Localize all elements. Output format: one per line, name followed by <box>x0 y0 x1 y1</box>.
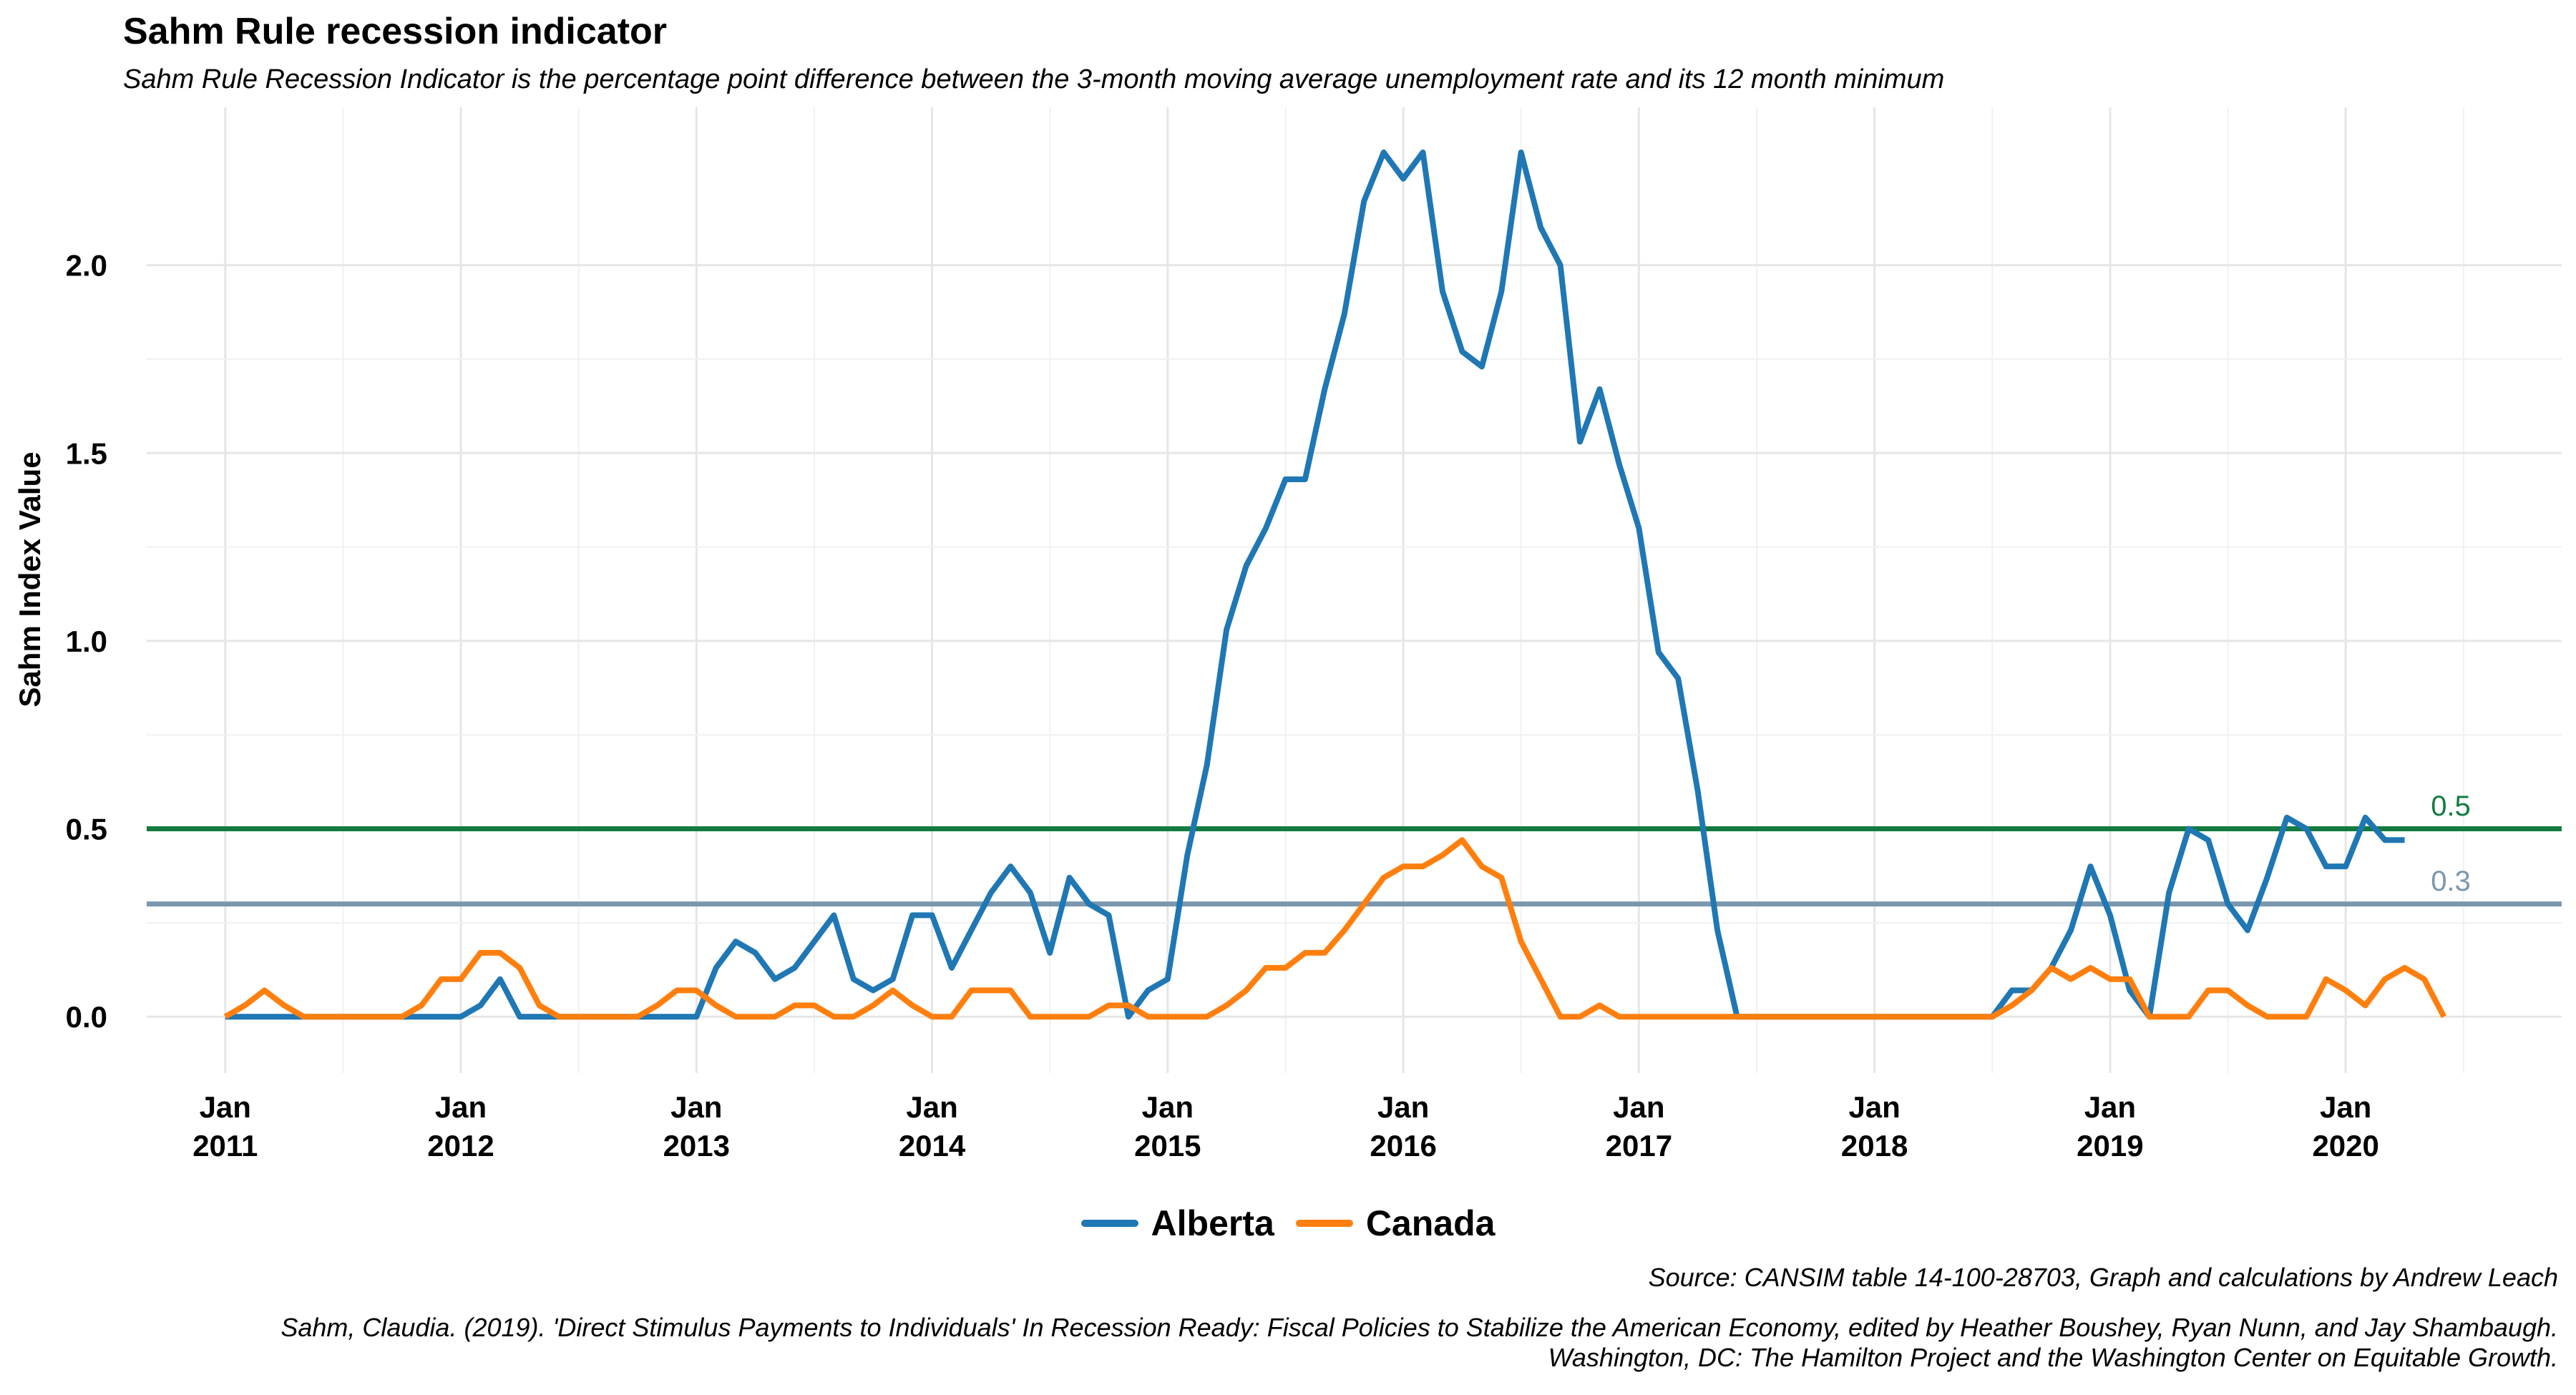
y-tick-label: 1.0 <box>66 625 107 658</box>
citation-line: Sahm, Claudia. (2019). 'Direct Stimulus … <box>280 1313 2558 1342</box>
x-tick-label-year: 2013 <box>663 1129 730 1162</box>
citation-line: Washington, DC: The Hamilton Project and… <box>1548 1343 2558 1373</box>
reference-lines: 0.5 0.3 <box>147 790 2562 907</box>
x-tick-label-year: 2020 <box>2312 1129 2379 1162</box>
y-tick-label: 0.0 <box>66 1000 107 1034</box>
legend-item-canada: Canada <box>1295 1203 1496 1244</box>
legend-item-alberta: Alberta <box>1080 1203 1274 1244</box>
x-tick-label-year: 2012 <box>427 1129 494 1162</box>
y-tick-label: 1.5 <box>66 436 107 470</box>
y-tick-label: 2.0 <box>66 249 107 283</box>
x-tick-label-month: Jan <box>906 1090 957 1124</box>
reference-line-label: 0.5 <box>2431 790 2471 822</box>
chart-title: Sahm Rule recession indicator <box>123 11 668 52</box>
x-tick-label-month: Jan <box>435 1090 487 1124</box>
legend-key-alberta <box>1080 1220 1138 1227</box>
x-tick-label-month: Jan <box>2320 1090 2371 1124</box>
y-tick-labels: 0.0 0.5 1.0 1.5 2.0 <box>66 249 107 1034</box>
citation-note: Sahm, Claudia. (2019). 'Direct Stimulus … <box>280 1313 2558 1373</box>
x-tick-label-year: 2018 <box>1841 1129 1908 1162</box>
series-line-alberta <box>225 150 2405 1020</box>
x-tick-label-month: Jan <box>1142 1090 1194 1124</box>
legend: Alberta Canada <box>0 1198 2576 1248</box>
series-line-canada <box>223 837 2446 1020</box>
x-tick-label-year: 2019 <box>2077 1129 2143 1162</box>
series-lines <box>223 150 2446 1020</box>
x-tick-label-year: 2011 <box>192 1129 258 1162</box>
legend-label-canada: Canada <box>1365 1203 1496 1243</box>
reference-line-label: 0.3 <box>2431 866 2471 897</box>
x-tick-label-month: Jan <box>2084 1090 2136 1124</box>
y-tick-label: 0.5 <box>66 813 107 846</box>
x-tick-label-year: 2016 <box>1370 1129 1436 1162</box>
x-tick-label-month: Jan <box>670 1090 722 1124</box>
x-tick-label-month: Jan <box>1848 1090 1900 1124</box>
x-tick-label-year: 2014 <box>899 1129 966 1162</box>
legend-key-canada <box>1295 1220 1353 1227</box>
x-tick-label-month: Jan <box>1377 1090 1429 1124</box>
x-tick-labels: Jan 2011 Jan 2012 Jan 2013 Jan 2014 Jan 2015 Jan 20… <box>192 1090 2379 1162</box>
x-major-gridlines <box>224 107 2347 1073</box>
chart-subtitle: Sahm Rule Recession Indicator is the per… <box>123 64 1945 94</box>
legend-label-alberta: Alberta <box>1151 1203 1274 1243</box>
x-tick-label-year: 2017 <box>1606 1129 1672 1162</box>
x-minor-gridlines <box>342 107 2464 1073</box>
x-tick-label-year: 2015 <box>1134 1129 1201 1162</box>
x-tick-label-month: Jan <box>1613 1090 1664 1124</box>
x-tick-label-month: Jan <box>200 1090 251 1124</box>
source-note: Source: CANSIM table 14-100-28703, Graph… <box>1648 1263 2558 1292</box>
